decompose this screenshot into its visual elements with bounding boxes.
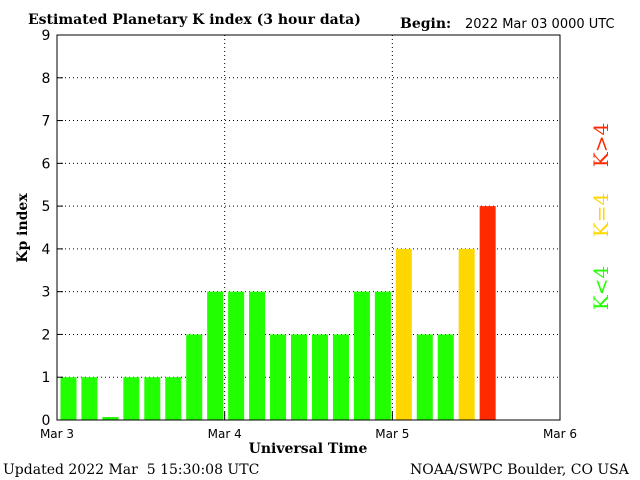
kp-bar xyxy=(479,206,496,420)
y-axis-label: Kp index xyxy=(15,193,31,263)
y-tick-label: 5 xyxy=(42,199,51,215)
kp-bar xyxy=(395,248,412,420)
y-tick-label: 8 xyxy=(42,71,51,87)
legend-entry: K=4 xyxy=(589,193,613,237)
bars xyxy=(60,206,496,420)
kp-bar xyxy=(81,377,98,420)
begin-label: Begin: xyxy=(400,16,451,32)
kp-bar xyxy=(102,417,119,420)
legend-entry: K>4 xyxy=(589,123,613,167)
kp-bar xyxy=(458,248,475,420)
kp-bar xyxy=(165,377,182,420)
begin-value: 2022 Mar 03 0000 UTC xyxy=(465,17,615,32)
kp-bar xyxy=(144,377,161,420)
x-tick-label: Mar 4 xyxy=(208,427,242,441)
updated-timestamp: Updated 2022 Mar 5 15:30:08 UTC xyxy=(3,462,259,478)
kp-bar xyxy=(186,334,203,420)
kp-bar xyxy=(353,291,370,420)
x-tick-label: Mar 6 xyxy=(543,427,577,441)
kp-bar xyxy=(270,334,287,420)
kp-bar xyxy=(437,334,454,420)
kp-bar xyxy=(249,291,266,420)
kp-bar xyxy=(228,291,245,420)
legend-entry: K<4 xyxy=(589,266,613,310)
chart-title: Estimated Planetary K index (3 hour data… xyxy=(28,12,361,28)
kp-bar xyxy=(416,334,433,420)
x-axis-ticks: Mar 3 Mar 4 Mar 5 Mar 6 xyxy=(40,412,577,441)
legend: K<4 K=4 K>4 xyxy=(589,123,613,310)
x-tick-label: Mar 3 xyxy=(40,427,74,441)
plot-frame xyxy=(56,34,561,421)
kp-bar xyxy=(311,334,328,420)
x-axis-label: Universal Time xyxy=(249,441,368,457)
y-tick-label: 9 xyxy=(42,28,51,44)
kp-bar xyxy=(374,291,391,420)
y-tick-label: 2 xyxy=(42,327,51,343)
y-axis-ticks: 0 1 2 3 4 5 6 7 8 9 xyxy=(42,28,63,429)
y-tick-label: 7 xyxy=(42,114,51,130)
credit-text: NOAA/SWPC Boulder, CO USA xyxy=(410,462,630,478)
y-tick-label: 0 xyxy=(42,413,51,429)
grid xyxy=(57,34,560,420)
y-tick-label: 4 xyxy=(42,242,51,258)
x-tick-label: Mar 5 xyxy=(375,427,409,441)
kp-bar xyxy=(291,334,308,420)
y-tick-label: 6 xyxy=(42,156,51,172)
kp-bar xyxy=(207,291,224,420)
kp-bar xyxy=(332,334,349,420)
kp-bar xyxy=(123,377,140,420)
y-tick-label: 3 xyxy=(42,285,51,301)
kp-bar xyxy=(60,377,77,420)
y-tick-label: 1 xyxy=(42,370,51,386)
